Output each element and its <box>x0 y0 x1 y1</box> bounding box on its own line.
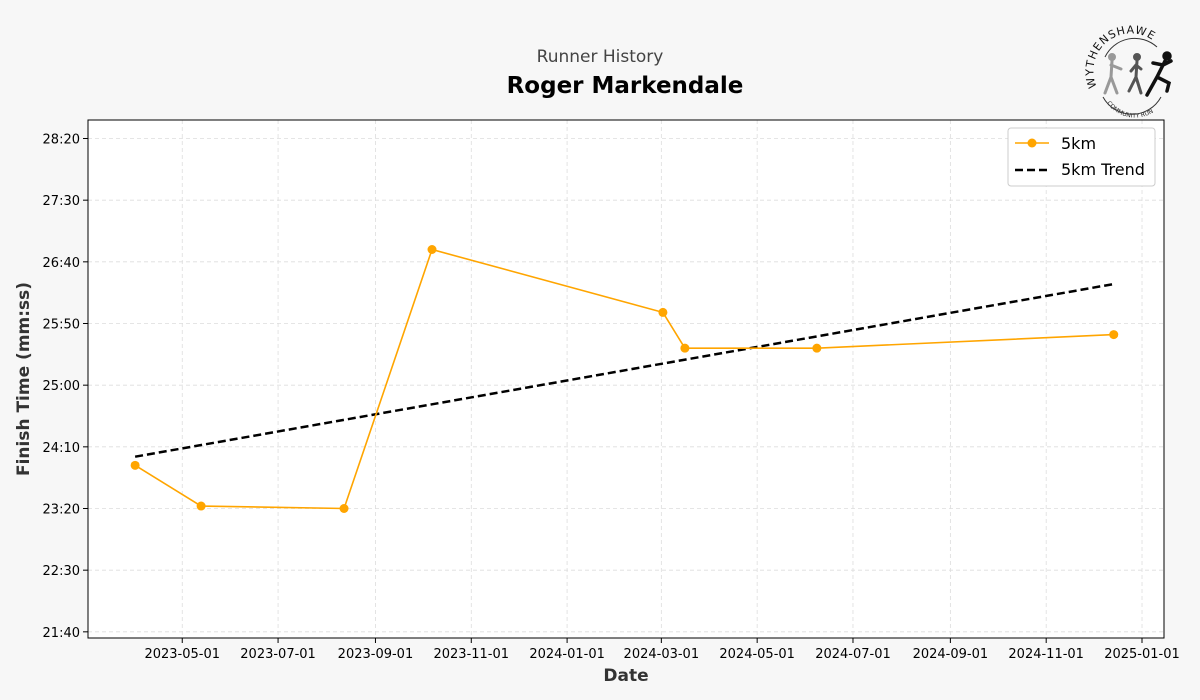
data-point <box>680 343 690 353</box>
y-tick-label: 25:50 <box>43 318 80 333</box>
svg-text:COMMUNITY RUN: COMMUNITY RUN <box>1105 100 1154 120</box>
wythenshawe-logo: WYTHENSHAWE COMMUNITY RUN <box>1085 25 1173 120</box>
data-point <box>196 501 206 511</box>
x-tick-label: 2024-07-01 <box>815 647 891 662</box>
x-tick-label: 2024-11-01 <box>1008 647 1084 662</box>
y-tick-label: 21:40 <box>43 626 80 641</box>
data-point <box>427 245 437 254</box>
y-tick-label: 22:30 <box>43 564 80 579</box>
x-tick-label: 2024-05-01 <box>719 647 795 662</box>
legend-label-trend: 5km Trend <box>1061 160 1145 179</box>
x-tick-label: 2023-11-01 <box>433 647 509 662</box>
data-point <box>339 504 349 513</box>
y-tick-label: 24:10 <box>43 441 80 456</box>
x-tick-label: 2023-09-01 <box>338 647 414 662</box>
x-tick-label: 2024-09-01 <box>913 647 989 662</box>
y-tick-label: 27:30 <box>43 194 80 209</box>
chart-title: Roger Markendale <box>506 73 744 99</box>
x-tick-label: 2023-07-01 <box>240 647 316 662</box>
legend-marker-5km <box>1027 138 1037 148</box>
y-tick-label: 23:20 <box>43 503 80 518</box>
x-tick-label: 2023-05-01 <box>144 647 220 662</box>
legend-label-5km: 5km <box>1061 134 1096 153</box>
x-tick-label: 2025-01-01 <box>1104 647 1180 662</box>
plot-area <box>88 120 1164 638</box>
y-tick-label: 26:40 <box>43 256 80 271</box>
y-axis-label: Finish Time (mm:ss) <box>14 282 34 476</box>
x-tick-label: 2024-01-01 <box>529 647 605 662</box>
series-line-5km <box>134 248 1114 510</box>
data-point <box>130 460 140 470</box>
svg-text:WYTHENSHAWE: WYTHENSHAWE <box>1085 25 1158 90</box>
x-axis-label: Date <box>603 666 648 686</box>
data-point <box>1109 330 1119 340</box>
trend-line <box>134 282 1114 458</box>
y-tick-label: 28:20 <box>43 133 80 148</box>
chart-suptitle: Runner History <box>536 47 664 67</box>
y-tick-label: 25:00 <box>43 379 80 394</box>
plot-frame <box>87 119 1165 639</box>
data-point <box>658 307 668 317</box>
data-point <box>812 343 822 353</box>
x-tick-label: 2024-03-01 <box>624 647 700 662</box>
